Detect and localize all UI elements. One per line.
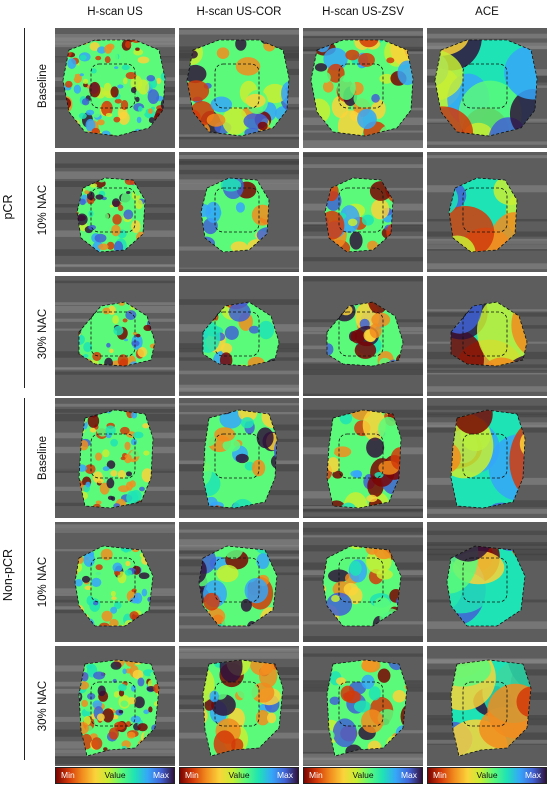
- image-panel-nonpcr-baseline-hscan-us-zsv: [303, 398, 423, 518]
- row-label-pcr-baseline: Baseline: [37, 63, 49, 109]
- image-panel-nonpcr-10-nac-hscan-us: [55, 522, 175, 642]
- image-panel-pcr-10-nac-hscan-us: [55, 152, 175, 272]
- group-label-pcr: pCR: [1, 194, 15, 220]
- colorbar-value-label: Value: [228, 770, 250, 780]
- image-panel-pcr-30-nac-hscan-us-zsv: [303, 276, 423, 396]
- image-panel-pcr-baseline-hscan-us-cor: [179, 28, 299, 148]
- image-panel-pcr-10-nac-ace: [427, 152, 547, 272]
- colorbar-ace: Min Value Max: [427, 767, 547, 784]
- image-panel-pcr-30-nac-hscan-us-cor: [179, 276, 299, 396]
- image-panel-nonpcr-10-nac-hscan-us-cor: [179, 522, 299, 642]
- row-label-nonpcr-10-nac: 10% NAC: [37, 556, 49, 608]
- image-panel-nonpcr-10-nac-ace: [427, 522, 547, 642]
- image-panel-nonpcr-30-nac-hscan-us-zsv: [303, 646, 423, 766]
- image-panel-pcr-30-nac-ace: [427, 276, 547, 396]
- image-panel-nonpcr-30-nac-ace: [427, 646, 547, 766]
- image-panel-pcr-baseline-ace: [427, 28, 547, 148]
- colorbar-value-label: Value: [352, 770, 374, 780]
- colorbar-max-label: Max: [152, 770, 169, 780]
- colorbar-max-label: Max: [276, 770, 293, 780]
- colorbar-min-label: Min: [61, 770, 75, 780]
- column-title-hscan-us-cor: H-scan US-COR: [196, 6, 282, 18]
- image-panel-nonpcr-10-nac-hscan-us-zsv: [303, 522, 423, 642]
- colorbar-max-label: Max: [524, 770, 541, 780]
- image-panel-nonpcr-30-nac-hscan-us: [55, 646, 175, 766]
- colorbar-hscan-us: Min Value Max: [55, 767, 175, 784]
- image-panel-pcr-baseline-hscan-us: [55, 28, 175, 148]
- group-divider-non-pcr: [24, 398, 25, 760]
- row-label-nonpcr-baseline: Baseline: [37, 435, 49, 481]
- colorbar-min-label: Min: [433, 770, 447, 780]
- colorbar-min-label: Min: [185, 770, 199, 780]
- row-label-nonpcr-30-nac: 30% NAC: [37, 680, 49, 732]
- image-panel-pcr-10-nac-hscan-us-cor: [179, 152, 299, 272]
- image-panel-nonpcr-baseline-ace: [427, 398, 547, 518]
- image-panel-nonpcr-baseline-hscan-us: [55, 398, 175, 518]
- row-label-pcr-30-nac: 30% NAC: [37, 308, 49, 360]
- colorbar-hscan-us-cor: Min Value Max: [179, 767, 299, 784]
- image-panel-pcr-10-nac-hscan-us-zsv: [303, 152, 423, 272]
- colorbar-value-label: Value: [104, 770, 126, 780]
- colorbar-hscan-us-zsv: Min Value Max: [303, 767, 423, 784]
- image-panel-nonpcr-baseline-hscan-us-cor: [179, 398, 299, 518]
- group-label-non-pcr: Non-pCR: [1, 548, 15, 602]
- column-title-ace: ACE: [475, 6, 499, 18]
- image-panel-pcr-30-nac-hscan-us: [55, 276, 175, 396]
- colorbar-min-label: Min: [309, 770, 323, 780]
- image-panel-nonpcr-30-nac-hscan-us-cor: [179, 646, 299, 766]
- group-divider-pcr: [24, 28, 25, 388]
- column-title-hscan-us: H-scan US: [87, 6, 143, 18]
- colorbar-max-label: Max: [400, 770, 417, 780]
- image-panel-pcr-baseline-hscan-us-zsv: [303, 28, 423, 148]
- colorbar-value-label: Value: [476, 770, 498, 780]
- column-title-hscan-us-zsv: H-scan US-ZSV: [322, 6, 404, 18]
- row-label-pcr-10-nac: 10% NAC: [37, 184, 49, 236]
